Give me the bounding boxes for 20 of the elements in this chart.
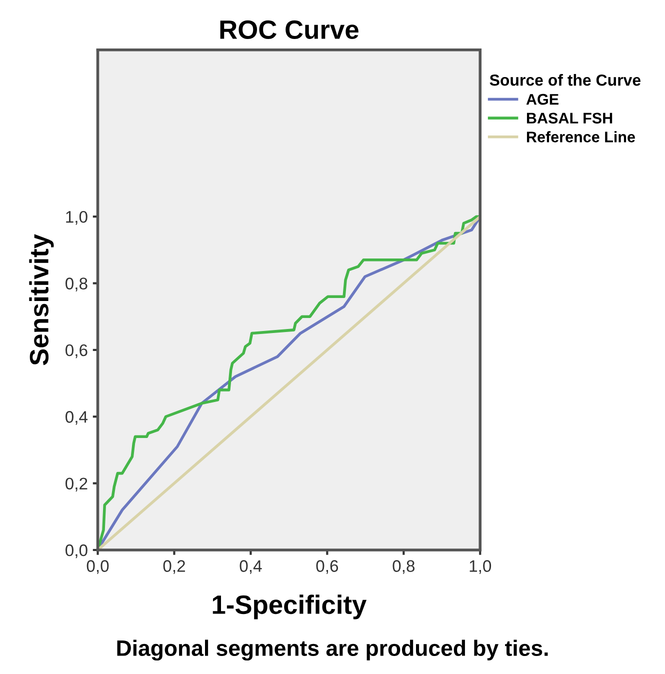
x-tick-label: 0,6 (316, 560, 338, 574)
text: Diagonal segments are produced by ties. (117, 640, 548, 661)
x-tick-label: 0,0 (86, 560, 109, 574)
y-tick-label: 0,8 (66, 278, 88, 292)
y-tick-label: 0,0 (66, 544, 88, 558)
x-axis-title: 1-Specificity (212, 594, 367, 620)
legend-label: BASAL FSH (526, 112, 612, 124)
y-tick-label: 0,6 (66, 344, 88, 358)
y-axis-title: Sensitivity (29, 234, 54, 366)
legend-title: Source of the Curve (490, 74, 641, 86)
y-tick-label: 0,2 (66, 478, 88, 492)
legend-label: Reference Line (526, 131, 635, 142)
legend-label: AGE (526, 94, 558, 105)
x-tick-label: 1,0 (470, 560, 492, 574)
x-tick-label: 0,2 (163, 560, 185, 574)
y-tick-label: 1,0 (66, 210, 88, 225)
y-tick-label: 0,4 (66, 411, 88, 425)
chart-title: ROC Curve (220, 20, 358, 40)
x-tick-label: 0,8 (392, 560, 415, 574)
x-tick-label: 0,4 (240, 560, 262, 574)
